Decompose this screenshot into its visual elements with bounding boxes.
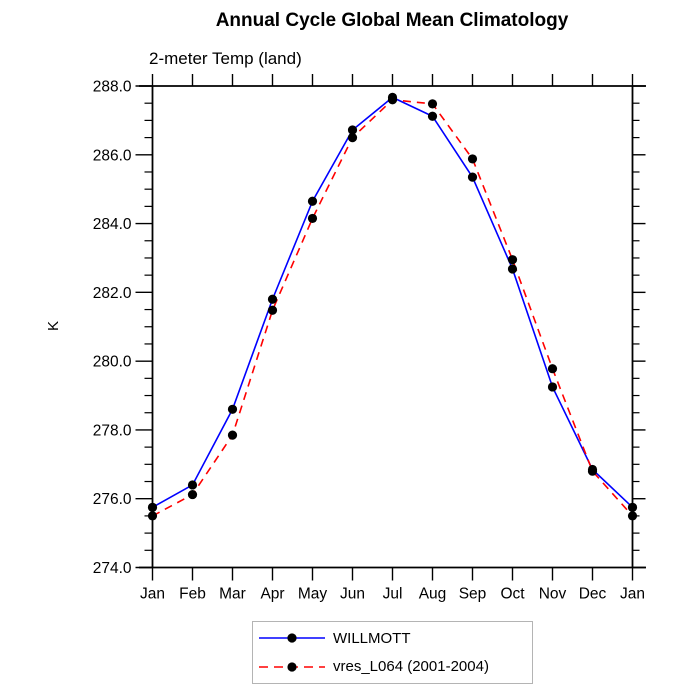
legend-item: WILLMOTT	[253, 626, 532, 650]
data-point-marker	[307, 196, 318, 206]
y-tick-label: 284.0	[93, 216, 132, 233]
x-tick-label: Nov	[539, 586, 567, 603]
data-point-marker	[147, 502, 158, 512]
x-tick-label: Jul	[383, 586, 403, 603]
data-point-marker	[307, 213, 318, 224]
data-point-marker	[147, 511, 158, 521]
chart-subtitle: 2-meter Temp (land)	[149, 49, 302, 68]
dashed-line-marker-icon	[259, 662, 325, 672]
data-point-marker	[187, 480, 198, 490]
data-point-marker	[547, 364, 558, 374]
data-point-marker	[427, 99, 438, 109]
data-point-marker	[467, 172, 478, 182]
data-point-marker	[507, 264, 518, 274]
data-point-marker	[267, 305, 278, 315]
data-point-marker	[227, 430, 238, 440]
x-tick-label: Mar	[219, 586, 246, 603]
data-point-marker	[627, 511, 638, 521]
y-tick-label: 288.0	[93, 79, 132, 96]
x-tick-label: Feb	[179, 586, 206, 603]
legend-item: vres_L064 (2001-2004)	[253, 655, 532, 679]
legend: WILLMOTT vres_L064 (2001-2004)	[252, 621, 533, 684]
data-point-marker	[387, 95, 398, 105]
x-tick-label: Aug	[419, 586, 447, 603]
data-point-marker	[267, 294, 278, 304]
legend-marker-dot	[287, 662, 297, 672]
y-tick-label: 282.0	[93, 285, 132, 302]
x-tick-label: Jan	[140, 586, 165, 603]
x-tick-label: Jun	[340, 586, 365, 603]
data-point-marker	[547, 382, 558, 392]
series-line-1	[152, 98, 634, 517]
y-tick-label: 286.0	[93, 147, 132, 164]
data-point-marker	[347, 132, 358, 143]
y-tick-label: 280.0	[93, 354, 132, 371]
data-point-marker	[507, 255, 518, 265]
y-tick-label: 274.0	[93, 560, 132, 577]
data-point-marker	[187, 489, 198, 500]
legend-label: WILLMOTT	[333, 629, 411, 647]
legend-label: vres_L064 (2001-2004)	[333, 658, 489, 676]
data-point-marker	[627, 502, 638, 512]
y-tick-label: 278.0	[93, 422, 132, 439]
x-tick-label: Dec	[579, 586, 607, 603]
x-tick-label: Jan	[620, 586, 645, 603]
legend-marker-dot	[287, 633, 297, 643]
x-tick-label: Apr	[260, 586, 284, 603]
data-point-marker	[587, 466, 598, 476]
chart-title: Annual Cycle Global Mean Climatology	[215, 10, 569, 31]
x-tick-label: May	[298, 586, 328, 603]
data-point-marker	[467, 154, 478, 164]
y-axis-title: K	[45, 321, 62, 331]
data-point-marker	[427, 111, 438, 121]
y-tick-label: 276.0	[93, 491, 132, 508]
x-tick-label: Oct	[500, 586, 525, 603]
data-point-marker	[227, 404, 238, 414]
x-tick-label: Sep	[459, 586, 487, 603]
data-point-marker	[347, 125, 358, 135]
solid-line-marker-icon	[259, 633, 325, 643]
